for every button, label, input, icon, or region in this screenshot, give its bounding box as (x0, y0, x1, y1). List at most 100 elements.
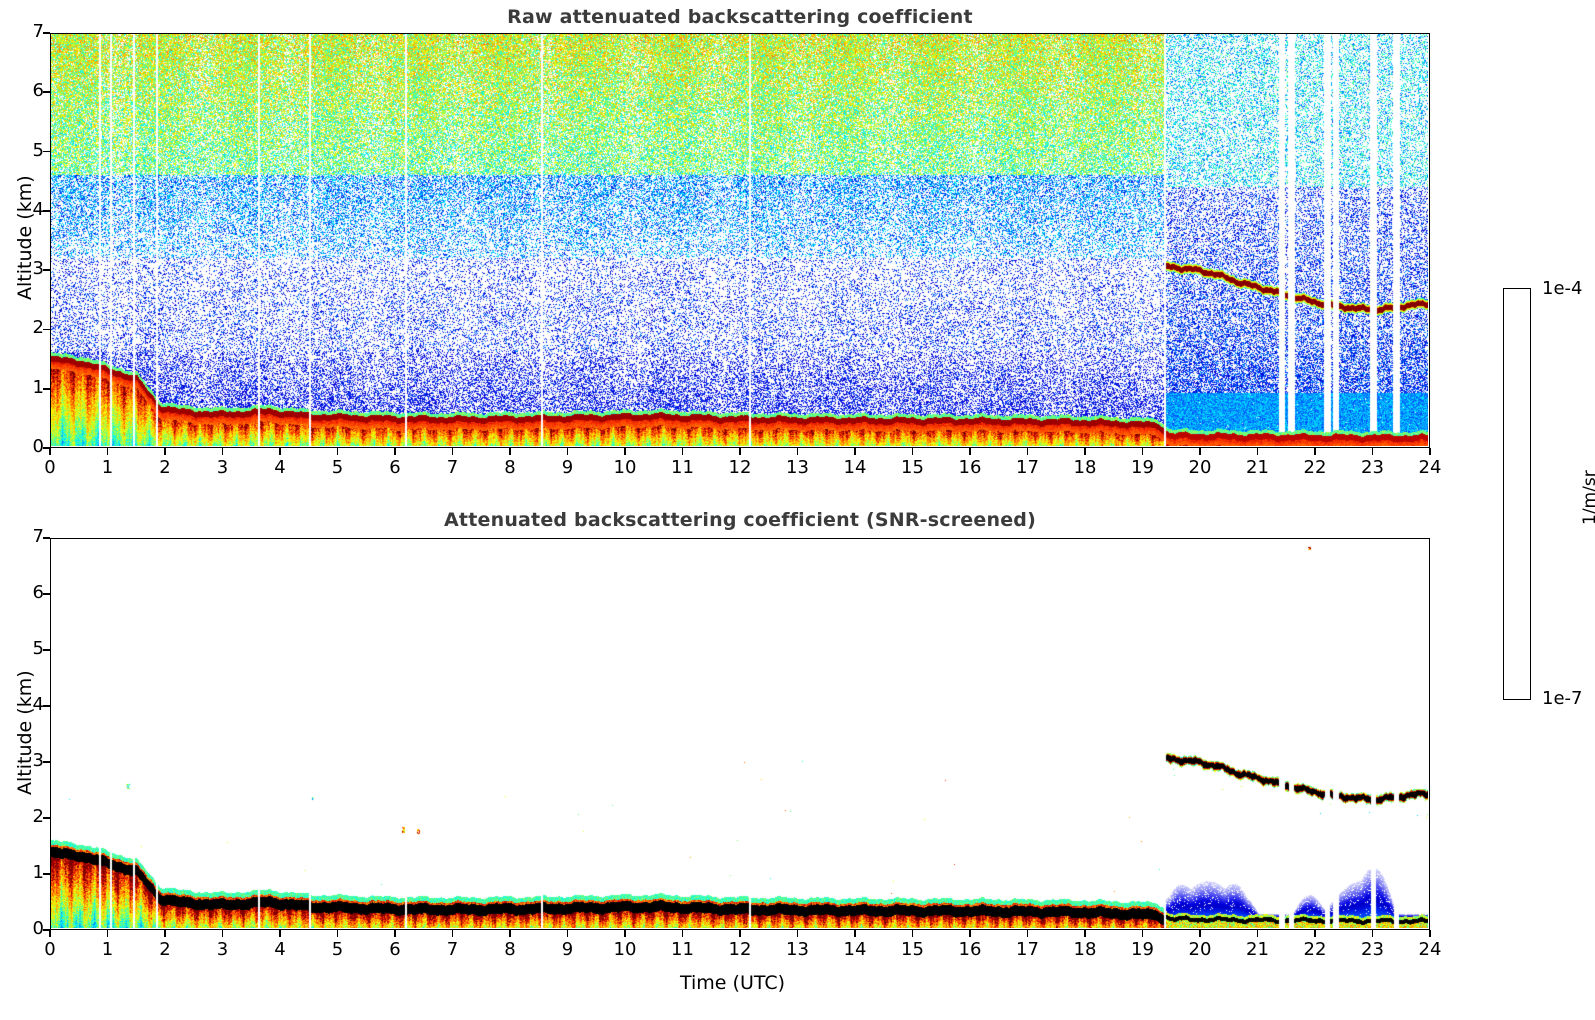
x-tick (1371, 448, 1374, 455)
x-tick-label: 13 (786, 939, 809, 960)
x-tick (394, 448, 396, 455)
x-tick (164, 930, 166, 937)
x-tick (164, 448, 166, 455)
y-tick-label: 6 (32, 80, 44, 102)
x-tick-label: 7 (446, 457, 459, 478)
x-tick-label: 17 (1016, 939, 1039, 960)
y-tick (43, 705, 50, 707)
x-tick (969, 930, 971, 937)
x-tick (1141, 930, 1144, 937)
x-tick-label: 4 (274, 457, 286, 478)
x-tick-label: 21 (1246, 457, 1269, 478)
y-tick-label: 6 (32, 582, 44, 603)
y-tick-label: 3 (32, 258, 44, 280)
y-tick-label: 1 (32, 862, 44, 883)
x-tick (509, 930, 511, 937)
y-tick-label: 1 (32, 376, 44, 398)
x-tick (49, 930, 51, 937)
x-tick-label: 20 (1188, 457, 1212, 478)
x-tick-label: 13 (786, 457, 809, 478)
x-tick (854, 930, 856, 937)
x-tick-label: 23 (1361, 457, 1384, 478)
x-tick (854, 448, 856, 455)
x-tick-label: 1 (101, 939, 114, 960)
x-tick (911, 448, 914, 455)
x-tick (624, 448, 626, 455)
x-tick-label: 5 (331, 939, 344, 960)
colorbar-max-label: 1e-4 (1542, 278, 1583, 299)
y-tick (43, 32, 50, 34)
x-tick-label: 11 (671, 457, 694, 478)
x-tick (1199, 930, 1201, 937)
y-tick (43, 817, 50, 819)
x-tick-label: 3 (216, 939, 229, 960)
x-tick-label: 3 (216, 457, 229, 478)
y-tick (43, 649, 50, 651)
x-tick (451, 930, 454, 937)
x-tick-label: 14 (843, 457, 867, 478)
plot-area-raw (50, 33, 1430, 448)
plot-area-screened (50, 538, 1430, 930)
x-tick-label: 2 (159, 457, 171, 478)
x-tick (1314, 930, 1316, 937)
x-tick (1314, 448, 1316, 455)
y-tick (43, 873, 50, 875)
x-tick (279, 930, 281, 937)
x-tick-label: 16 (958, 939, 982, 960)
x-tick (969, 448, 971, 455)
x-tick (336, 930, 339, 937)
y-tick (43, 387, 50, 390)
x-tick-label: 6 (389, 457, 401, 478)
x-tick (1199, 448, 1201, 455)
x-tick (739, 930, 741, 937)
y-tick (43, 929, 50, 931)
x-tick (106, 448, 109, 455)
x-tick-label: 1 (101, 457, 114, 478)
x-tick (1141, 448, 1144, 455)
heatmap-raw (51, 34, 1428, 446)
x-tick-label: 2 (159, 939, 171, 960)
y-tick-label: 0 (32, 436, 44, 457)
x-tick (221, 448, 224, 455)
y-tick (43, 150, 50, 153)
x-tick (681, 448, 684, 455)
x-tick (49, 448, 51, 455)
x-tick (451, 448, 454, 455)
y-tick-label: 0 (32, 918, 44, 939)
x-tick (1371, 930, 1374, 937)
y-tick-label: 7 (32, 21, 44, 42)
x-tick (279, 448, 281, 455)
colorbar (1503, 288, 1531, 700)
x-tick (739, 448, 741, 455)
x-tick-label: 7 (446, 939, 459, 960)
y-axis-label-screened: Altitude (km) (14, 670, 36, 795)
x-tick-label: 24 (1418, 457, 1442, 478)
x-tick-label: 15 (901, 457, 924, 478)
x-tick (1026, 930, 1029, 937)
x-tick-label: 5 (331, 457, 344, 478)
x-tick (509, 448, 511, 455)
colorbar-gradient (1504, 289, 1529, 698)
panel-title-screened: Attenuated backscattering coefficient (S… (444, 509, 1036, 531)
y-tick (43, 761, 50, 763)
x-tick (1429, 930, 1431, 937)
x-tick (681, 930, 684, 937)
colorbar-unit-label: 1/m/sr (1580, 470, 1595, 525)
x-tick-label: 22 (1303, 457, 1327, 478)
x-tick (911, 930, 914, 937)
x-tick-label: 19 (1131, 457, 1154, 478)
x-tick-label: 8 (504, 457, 516, 478)
x-tick (796, 448, 799, 455)
x-axis-label: Time (UTC) (680, 972, 786, 994)
y-tick (43, 91, 50, 94)
x-tick-label: 24 (1418, 939, 1442, 960)
x-tick (566, 930, 569, 937)
x-tick (796, 930, 799, 937)
x-tick-label: 6 (389, 939, 401, 960)
x-tick (1026, 448, 1029, 455)
y-tick-label: 5 (32, 139, 44, 161)
x-tick (394, 930, 396, 937)
y-tick-label: 2 (32, 317, 44, 339)
x-tick-label: 22 (1303, 939, 1327, 960)
x-tick (1256, 930, 1259, 937)
